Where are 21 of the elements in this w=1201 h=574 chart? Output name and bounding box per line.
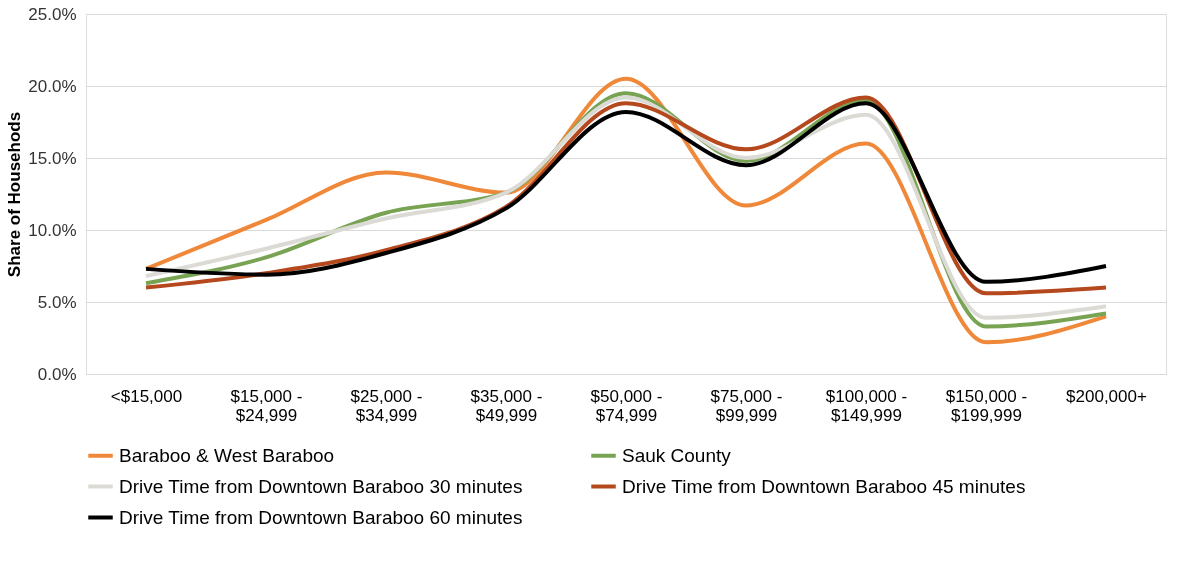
legend-label: Baraboo & West Baraboo: [119, 444, 335, 466]
x-tick-label: $25,000 - $34,999: [350, 386, 423, 425]
x-tick-label: $200,000+: [1066, 386, 1147, 406]
x-tick-label: $150,000 - $199,999: [945, 386, 1028, 425]
x-tick-label: <$15,000: [110, 386, 183, 406]
y-tick-label: 20.0%: [28, 76, 77, 96]
x-tick-label: $35,000 - $49,999: [470, 386, 543, 425]
y-tick-label: 25.0%: [28, 4, 77, 24]
x-tick-label: $100,000 - $149,999: [825, 386, 908, 425]
legend-label: Drive Time from Downtown Baraboo 60 minutes: [119, 506, 523, 528]
x-tick-label: $50,000 - $74,999: [590, 386, 663, 425]
y-tick-label: 15.0%: [28, 148, 77, 168]
legend-label: Drive Time from Downtown Baraboo 30 minutes: [119, 475, 523, 497]
legend-label: Drive Time from Downtown Baraboo 45 minutes: [622, 475, 1026, 497]
y-tick-label: 5.0%: [37, 292, 77, 312]
y-tick-label: 0.0%: [37, 364, 77, 384]
legend-label: Sauk County: [622, 444, 732, 466]
y-tick-label: 10.0%: [28, 220, 77, 240]
x-tick-label: $15,000 - $24,999: [230, 386, 303, 425]
x-tick-label: $75,000 - $99,999: [710, 386, 783, 425]
y-axis-title: Share of Househods: [5, 111, 25, 278]
